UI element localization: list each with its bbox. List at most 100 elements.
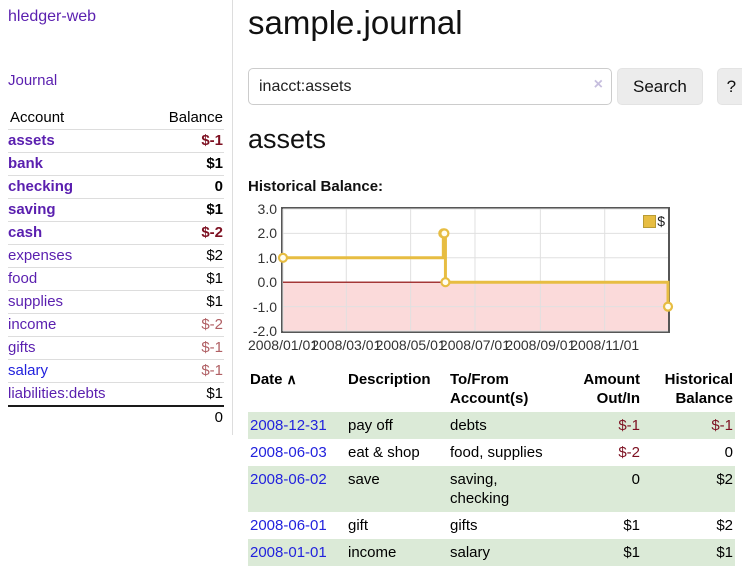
account-row: assets $-1 xyxy=(8,129,224,153)
transaction-accounts: gifts xyxy=(450,517,478,534)
account-link[interactable]: cash xyxy=(8,224,43,241)
transaction-balance: $2 xyxy=(642,466,735,512)
account-row: income $-2 xyxy=(8,313,224,337)
x-axis-tick-label: 2008/07/01 xyxy=(439,337,510,353)
transaction-amount: $-1 xyxy=(548,412,642,439)
account-link[interactable]: income xyxy=(8,316,57,333)
x-axis-tick-label: 2008/03/01 xyxy=(311,337,382,353)
transaction-description: save xyxy=(346,466,448,512)
chart-plot-area: $ xyxy=(277,207,674,333)
y-axis-tick-label: 0.0 xyxy=(257,274,277,291)
account-row: bank $1 xyxy=(8,152,224,176)
account-row: supplies $1 xyxy=(8,290,224,314)
accounts-table: Account Balance assets $-1 bank $1 checking 0… xyxy=(8,106,224,429)
main-content: sample.journal × Search ? assets Histori… xyxy=(233,0,742,566)
transaction-description: income xyxy=(346,539,448,566)
account-link[interactable]: saving xyxy=(8,201,56,218)
help-button[interactable]: ? xyxy=(716,68,742,105)
transaction-accounts: salary xyxy=(448,539,548,566)
transaction-accounts: food, supplies xyxy=(450,444,543,461)
y-axis-tick-label: -1.0 xyxy=(252,298,277,315)
legend-label: $ xyxy=(657,213,665,229)
accounts-tbody: assets $-1 bank $1 checking 0 saving $1 cash $-2 e… xyxy=(8,129,224,406)
account-row: liabilities:debts $1 xyxy=(8,382,224,406)
account-link[interactable]: expenses xyxy=(8,247,73,264)
account-row: saving $1 xyxy=(8,198,224,222)
account-balance: $1 xyxy=(144,198,224,222)
register-header-amount: Amount Out/In xyxy=(583,371,640,407)
transaction-balance: $2 xyxy=(716,517,733,534)
account-balance: $1 xyxy=(144,152,224,176)
historical-balance-chart: $ 3.0 2.0 1.0 0.0 -1.0 -2.0 2008/01/01 2008/03/… xyxy=(248,202,742,355)
transaction-amount: 0 xyxy=(548,466,642,512)
y-axis-tick-label: 1.0 xyxy=(257,249,277,266)
chart-plot-svg xyxy=(277,208,674,332)
account-link[interactable]: gifts xyxy=(8,339,36,356)
search-form: × Search ? xyxy=(248,68,742,105)
account-balance: $-2 xyxy=(144,313,224,337)
y-axis-tick-label: -2.0 xyxy=(252,323,277,339)
account-link[interactable]: food xyxy=(8,270,38,287)
transaction-balance: $1 xyxy=(642,539,735,566)
transaction-balance: $-1 xyxy=(642,412,735,439)
x-axis-tick-label: 2008/01/01 xyxy=(247,337,319,353)
account-link[interactable]: bank xyxy=(8,155,44,172)
register-header-accounts: To/From Account(s) xyxy=(450,371,529,407)
accounts-total-value: 0 xyxy=(144,405,224,429)
account-row: gifts $-1 xyxy=(8,336,224,360)
account-balance: $-1 xyxy=(144,336,224,360)
account-balance: $-2 xyxy=(144,221,224,245)
app-brand-link[interactable]: hledger-web xyxy=(8,8,97,25)
account-row: salary $-1 xyxy=(8,359,224,383)
account-link[interactable]: salary xyxy=(8,362,49,379)
register-row: 2008-06-01 gift gifts $1 $2 xyxy=(248,512,735,539)
account-link[interactable]: liabilities:debts xyxy=(8,385,106,402)
register-row: 2008-01-01 income salary $1 $1 xyxy=(248,539,735,566)
transaction-balance: 0 xyxy=(724,444,733,461)
transaction-amount: $1 xyxy=(548,539,642,566)
chart-heading: Historical Balance: xyxy=(248,178,384,195)
accounts-header-balance: Balance xyxy=(168,109,223,126)
chart-legend: $ xyxy=(643,213,665,229)
transaction-date-link[interactable]: 2008-06-01 xyxy=(250,517,327,534)
account-balance: 0 xyxy=(144,175,224,199)
account-link[interactable]: supplies xyxy=(8,293,64,310)
account-heading: assets xyxy=(248,124,327,154)
page-title: sample.journal xyxy=(248,4,463,41)
transaction-description: pay off xyxy=(346,412,448,439)
search-input[interactable] xyxy=(248,68,612,105)
account-row: expenses $2 xyxy=(8,244,224,268)
account-balance: $1 xyxy=(144,290,224,314)
account-link[interactable]: checking xyxy=(8,178,74,195)
transaction-date-link[interactable]: 2008-01-01 xyxy=(250,544,327,561)
account-row: food $1 xyxy=(8,267,224,291)
accounts-total-row: 0 xyxy=(8,405,224,429)
transaction-accounts: debts xyxy=(448,412,548,439)
transaction-date-link[interactable]: 2008-12-31 xyxy=(250,417,327,434)
account-balance: $-1 xyxy=(144,359,224,383)
account-balance: $2 xyxy=(144,244,224,268)
transaction-amount: $-2 xyxy=(618,444,640,461)
sort-ascending-icon: ∧ xyxy=(286,371,297,387)
register-row: 2008-06-03 eat & shop food, supplies $-2 0 xyxy=(248,439,735,466)
register-header-date[interactable]: Date ∧ xyxy=(250,371,297,388)
account-row: checking 0 xyxy=(8,175,224,199)
register-row: 2008-06-02 save saving, checking 0 $2 xyxy=(248,466,735,512)
y-axis-tick-label: 2.0 xyxy=(257,225,277,242)
transaction-date-link[interactable]: 2008-06-02 xyxy=(250,471,327,488)
search-button[interactable]: Search xyxy=(617,68,703,105)
account-balance: $1 xyxy=(144,382,224,406)
register-table: Date ∧ Description To/From Account(s) Amo… xyxy=(248,368,735,566)
x-axis-tick-label: 2008/05/01 xyxy=(375,337,446,353)
transaction-date-link[interactable]: 2008-06-03 xyxy=(250,444,327,461)
sidebar-item-journal[interactable]: Journal xyxy=(8,72,58,89)
register-row: 2008-12-31 pay off debts $-1 $-1 xyxy=(248,412,735,439)
clear-search-icon[interactable]: × xyxy=(593,76,603,93)
account-link[interactable]: assets xyxy=(8,132,55,149)
register-header-description: Description xyxy=(348,371,431,388)
x-axis-tick-label: 2008/11/01 xyxy=(570,337,640,353)
transaction-description: gift xyxy=(348,517,369,534)
x-axis-tick-label: 2008/09/01 xyxy=(505,337,576,353)
legend-swatch-icon xyxy=(643,214,657,228)
